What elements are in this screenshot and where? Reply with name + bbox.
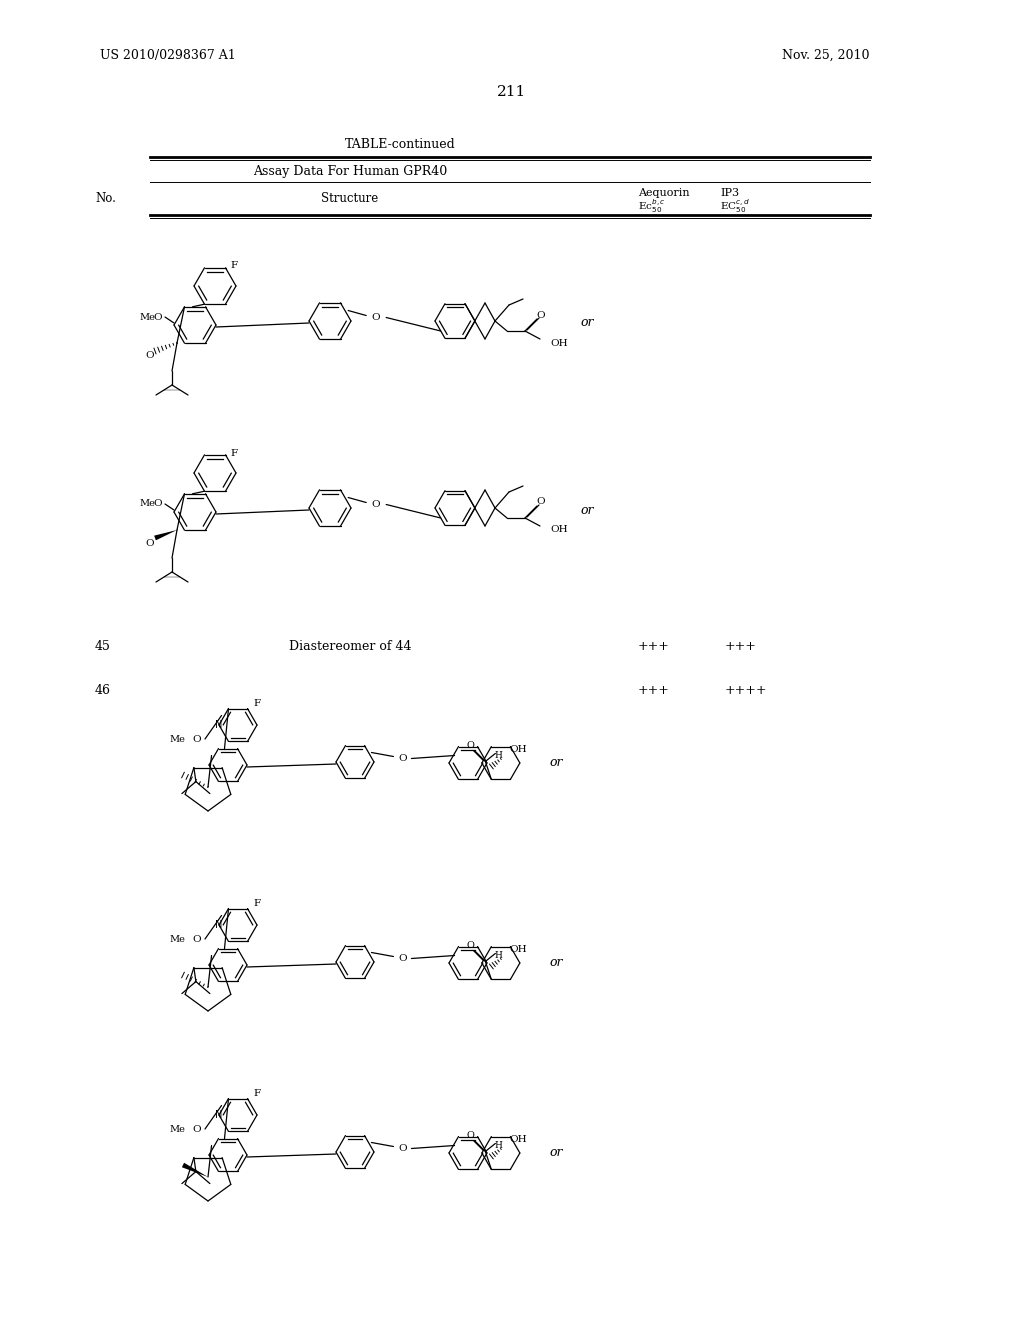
Text: N: N <box>215 1110 222 1119</box>
Text: US 2010/0298367 A1: US 2010/0298367 A1 <box>100 49 236 62</box>
Text: OH: OH <box>509 945 527 954</box>
Text: O: O <box>154 313 163 322</box>
Text: +++: +++ <box>638 684 670 697</box>
Text: O: O <box>193 1125 202 1134</box>
Text: 45: 45 <box>95 640 111 653</box>
Text: or: or <box>550 957 563 969</box>
Text: O: O <box>154 499 163 508</box>
Text: IP3: IP3 <box>720 187 739 198</box>
Text: 46: 46 <box>95 684 111 697</box>
Text: O: O <box>398 954 407 964</box>
Text: O: O <box>537 310 546 319</box>
Text: or: or <box>550 1147 563 1159</box>
Text: O: O <box>372 313 381 322</box>
Text: O: O <box>145 351 155 360</box>
Text: or: or <box>550 756 563 770</box>
Text: F: F <box>253 700 260 709</box>
Text: Me: Me <box>169 1125 185 1134</box>
Text: N: N <box>215 719 222 730</box>
Text: TABLE-continued: TABLE-continued <box>345 139 456 152</box>
Text: O: O <box>398 1144 407 1152</box>
Text: O: O <box>193 734 202 743</box>
Text: EC$_{50}^{c,d}$: EC$_{50}^{c,d}$ <box>720 198 750 215</box>
Text: F: F <box>230 261 238 271</box>
Text: F: F <box>253 899 260 908</box>
Text: 211: 211 <box>498 84 526 99</box>
Polygon shape <box>155 531 177 540</box>
Text: Me: Me <box>169 935 185 944</box>
Text: Ec$_{50}^{b,c}$: Ec$_{50}^{b,c}$ <box>638 198 666 215</box>
Text: +++: +++ <box>638 640 670 653</box>
Text: Me: Me <box>169 734 185 743</box>
Text: H: H <box>495 751 503 760</box>
Text: Me: Me <box>139 499 155 508</box>
Text: O: O <box>467 941 474 950</box>
Text: +++: +++ <box>725 640 757 653</box>
Text: Nov. 25, 2010: Nov. 25, 2010 <box>782 49 870 62</box>
Text: H: H <box>495 1142 503 1151</box>
Text: O: O <box>193 935 202 944</box>
Text: Me: Me <box>139 313 155 322</box>
Text: Diastereomer of 44: Diastereomer of 44 <box>289 640 412 653</box>
Text: H: H <box>495 952 503 961</box>
Text: Aequorin: Aequorin <box>638 187 689 198</box>
Text: O: O <box>537 498 546 507</box>
Text: N: N <box>215 920 222 931</box>
Text: OH: OH <box>550 338 567 347</box>
Text: O: O <box>467 1131 474 1140</box>
Text: or: or <box>580 317 594 330</box>
Text: F: F <box>253 1089 260 1098</box>
Text: O: O <box>467 741 474 750</box>
Text: OH: OH <box>509 744 527 754</box>
Text: ++++: ++++ <box>725 684 768 697</box>
Text: Assay Data For Human GPR40: Assay Data For Human GPR40 <box>253 165 447 178</box>
Text: F: F <box>230 449 238 458</box>
Text: O: O <box>372 500 381 510</box>
Polygon shape <box>182 1163 208 1177</box>
Text: Structure: Structure <box>322 191 379 205</box>
Text: No.: No. <box>95 191 116 205</box>
Text: OH: OH <box>550 525 567 535</box>
Text: O: O <box>145 539 155 548</box>
Text: O: O <box>398 754 407 763</box>
Text: OH: OH <box>509 1135 527 1144</box>
Text: or: or <box>580 503 594 516</box>
